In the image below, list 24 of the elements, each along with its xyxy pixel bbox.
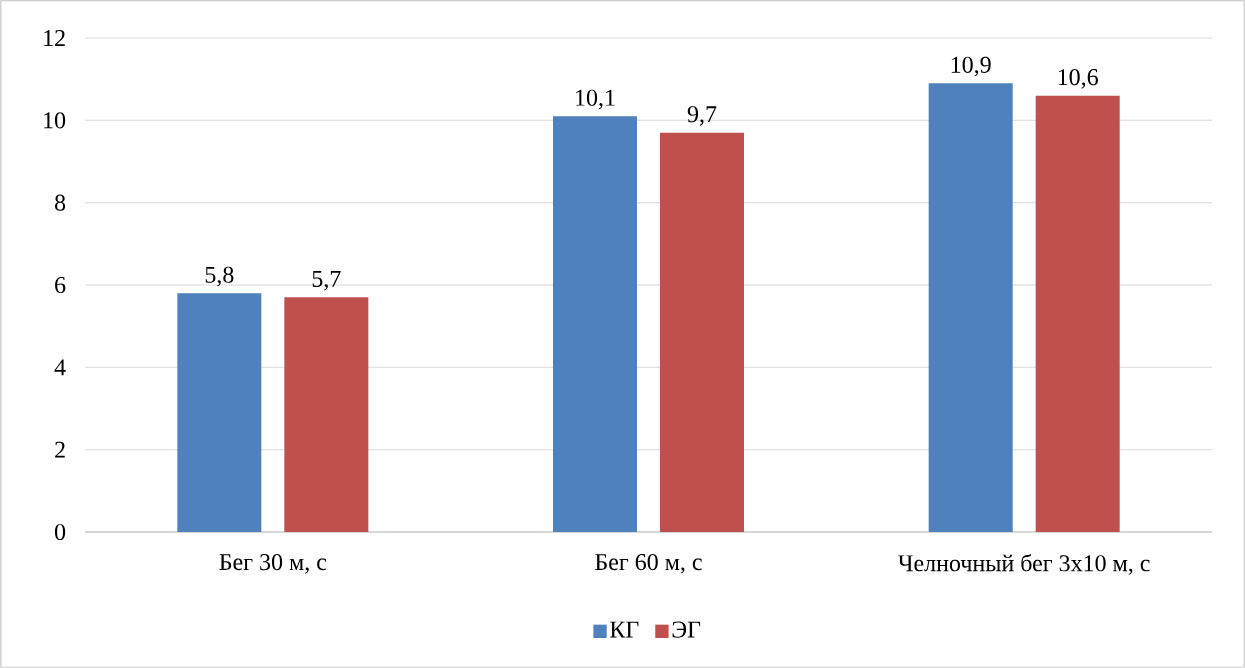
bar — [284, 297, 369, 532]
data-label: 5,8 — [205, 266, 234, 287]
bar — [553, 116, 638, 532]
data-label: 10,1 — [576, 89, 615, 110]
y-tick-label: 8 — [54, 194, 66, 211]
bar — [1035, 95, 1120, 532]
y-tick-label: 10 — [44, 112, 66, 129]
x-tick-label: Бег 60 м, с — [595, 553, 702, 574]
data-label: 5,7 — [312, 271, 341, 291]
y-tick-label: 0 — [54, 523, 66, 541]
y-tick-label: 2 — [55, 441, 65, 458]
bar — [177, 293, 262, 532]
legend-label: ЭГ — [672, 621, 701, 638]
bar — [928, 83, 1013, 532]
y-tick-label: 12 — [44, 30, 65, 46]
y-tick-label: 6 — [55, 276, 66, 294]
y-tick-label: 4 — [54, 359, 66, 376]
data-label: 9,7 — [687, 106, 717, 126]
x-tick-label: Челночный бег 3х10 м, с — [898, 553, 1150, 575]
x-tick-label: Бег 30 м, с — [219, 553, 327, 574]
data-label: 10,6 — [1058, 69, 1098, 89]
legend-label: КГ — [610, 621, 639, 638]
data-label: 10,9 — [951, 56, 991, 77]
bar — [660, 132, 744, 532]
